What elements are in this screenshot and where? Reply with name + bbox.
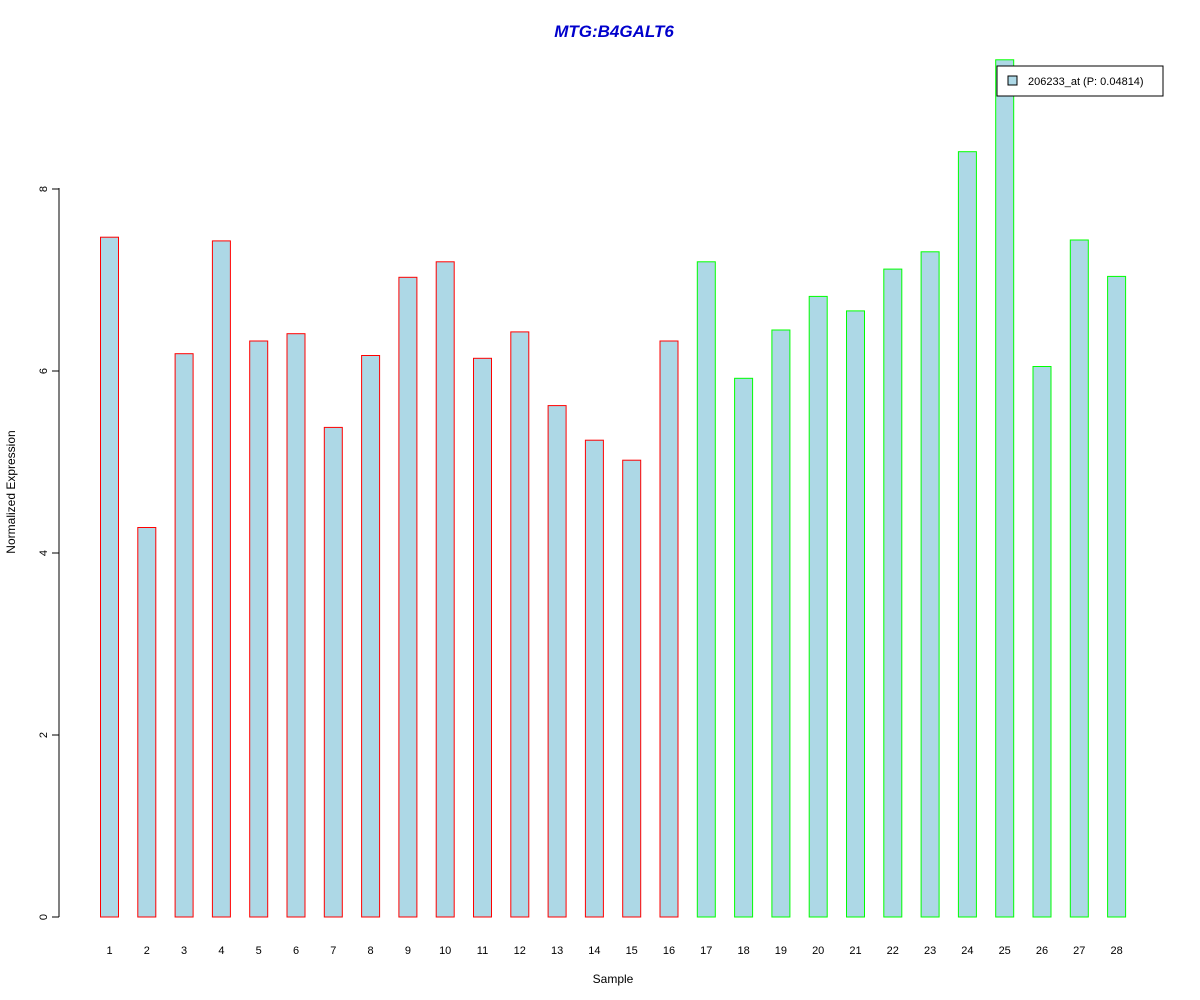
x-axis-tick-labels: 1 2 3 4 5 6 7 8 9 10 11 12 13 14 15 16 17 18 19 20 21 22 23 24 2… [106, 945, 1122, 957]
x-tick-label: 27 [1073, 945, 1085, 957]
bar-sample-10 [435, 261, 455, 918]
y-tick-label: 2 [38, 732, 50, 738]
bar-sample-16 [659, 340, 679, 918]
bar-sample-7 [323, 426, 343, 918]
legend: 206233_at (P: 0.04814) [996, 65, 1164, 97]
y-axis-ticks: 0 2 4 6 8 [38, 186, 59, 920]
x-tick-label: 24 [961, 945, 973, 957]
bar-sample-1 [100, 236, 119, 918]
y-tick-label: 4 [38, 550, 50, 556]
x-tick-label: 3 [181, 945, 187, 957]
legend-swatch [1007, 75, 1018, 86]
x-tick-label: 22 [887, 945, 899, 957]
x-tick-label: 5 [256, 945, 262, 957]
x-tick-label: 4 [218, 945, 224, 957]
bar-sample-22 [883, 268, 903, 918]
legend-label: 206233_at (P: 0.04814) [1028, 76, 1144, 88]
x-tick-label: 2 [144, 945, 150, 957]
bar-sample-6 [286, 333, 306, 918]
bar-sample-11 [473, 357, 492, 918]
x-tick-label: 26 [1036, 945, 1048, 957]
x-tick-label: 9 [405, 945, 411, 957]
x-tick-label: 6 [293, 945, 299, 957]
bar-sample-27 [1069, 239, 1089, 918]
x-tick-label: 7 [330, 945, 336, 957]
chart-title: MTG:B4GALT6 [554, 22, 674, 41]
x-tick-label: 8 [368, 945, 374, 957]
bar-sample-5 [249, 340, 269, 918]
x-tick-label: 21 [849, 945, 861, 957]
bar-sample-25 [995, 59, 1015, 918]
bar-sample-20 [808, 295, 828, 918]
bar-sample-14 [584, 439, 604, 918]
x-tick-label: 20 [812, 945, 824, 957]
x-tick-label: 10 [439, 945, 451, 957]
bar-sample-8 [361, 355, 381, 918]
x-tick-label: 17 [700, 945, 712, 957]
bar-sample-4 [211, 240, 231, 918]
bar-sample-18 [734, 377, 754, 918]
y-tick-label: 8 [38, 186, 50, 192]
bar-sample-13 [547, 405, 567, 918]
x-tick-label: 11 [477, 945, 488, 957]
y-tick-label: 6 [38, 368, 50, 374]
x-tick-label: 12 [514, 945, 526, 957]
bars [100, 59, 1127, 918]
bar-sample-15 [622, 459, 642, 918]
bar-sample-19 [771, 329, 791, 918]
x-tick-label: 1 [106, 945, 112, 957]
x-tick-label: 19 [775, 945, 787, 957]
bar-sample-2 [137, 527, 157, 918]
bar-sample-9 [398, 276, 418, 918]
x-axis-label: Sample [593, 972, 634, 986]
bar-sample-28 [1107, 275, 1127, 918]
x-tick-label: 14 [588, 945, 600, 957]
bar-sample-24 [957, 151, 977, 918]
x-tick-label: 15 [626, 945, 638, 957]
bar-sample-17 [696, 261, 716, 918]
x-tick-label: 23 [924, 945, 936, 957]
bar-sample-3 [174, 353, 194, 918]
y-axis-label: Normalized Expression [4, 430, 18, 553]
x-tick-label: 13 [551, 945, 563, 957]
legend-box [996, 65, 1164, 97]
bar-sample-23 [920, 251, 940, 918]
x-tick-label: 18 [737, 945, 749, 957]
bar-sample-26 [1032, 366, 1052, 918]
x-tick-label: 25 [999, 945, 1011, 957]
bar-sample-21 [846, 310, 865, 918]
x-tick-label: 28 [1110, 945, 1122, 957]
bar-sample-12 [510, 331, 530, 918]
y-tick-label: 0 [38, 914, 50, 920]
x-tick-label: 16 [663, 945, 675, 957]
